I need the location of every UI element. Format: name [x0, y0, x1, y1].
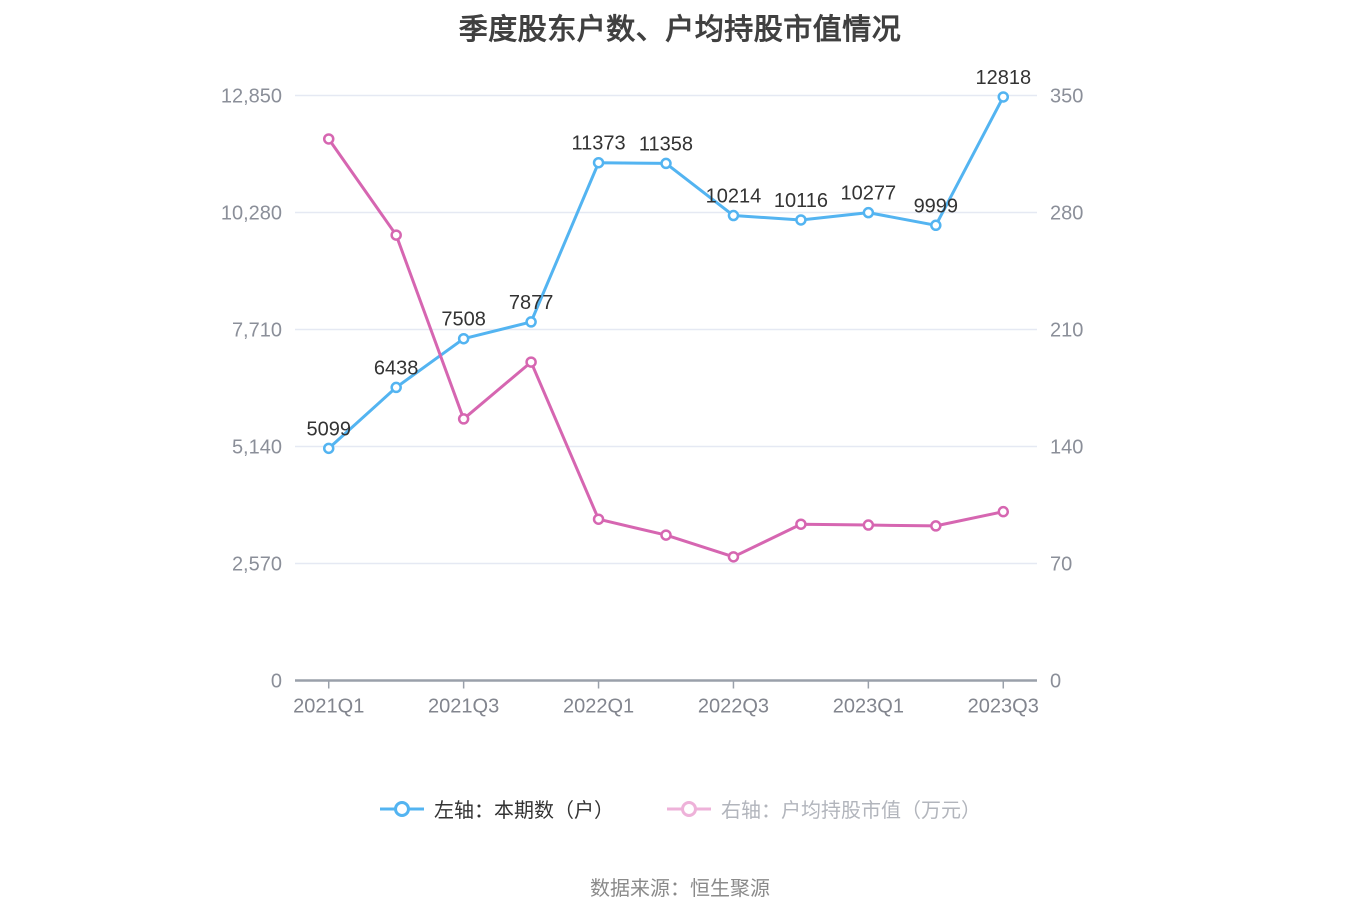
data-point-left-2021Q3[interactable] [457, 332, 470, 345]
x-axis-label: 2023Q1 [833, 696, 904, 718]
data-point-right-2023Q2[interactable] [930, 520, 942, 532]
line-chart[interactable]: 0 0 2,570 70 5,140 140 7,710 210 10,280 280 12,850… [0, 0, 1360, 760]
data-point-label: 5099 [306, 418, 351, 440]
y-axis-label-left: 12,850 [221, 86, 282, 108]
data-point-label: 11373 [571, 133, 625, 155]
y-axis-label-left: 5,140 [232, 437, 282, 459]
chart-title: 季度股东户数、户均持股市值情况 [458, 14, 902, 46]
legend-line-marker-icon [380, 800, 424, 817]
legend-line-marker-icon [667, 800, 711, 817]
chart-legend: 左轴：本期数（户） 右轴：户均持股市值（万元） [0, 794, 1360, 823]
data-point-label: 10116 [774, 190, 828, 212]
data-point-right-2022Q1[interactable] [592, 513, 605, 525]
x-axis-label: 2022Q3 [698, 696, 769, 718]
data-point-left-2021Q1[interactable] [322, 442, 335, 455]
data-point-right-2022Q4[interactable] [795, 518, 807, 530]
data-point-left-2021Q4[interactable] [525, 316, 537, 328]
data-point-left-2022Q4[interactable] [795, 214, 807, 226]
data-point-right-2021Q1[interactable] [322, 133, 335, 145]
data-source-text: 数据来源：恒生聚源 [590, 878, 770, 900]
y-axis-label-right: 350 [1050, 86, 1083, 108]
data-point-label: 7877 [509, 292, 554, 314]
data-point-label: 12818 [975, 67, 1031, 89]
legend-item-right-axis-series[interactable]: 右轴：户均持股市值（万元） [666, 794, 981, 823]
y-axis-label-left: 7,710 [232, 320, 282, 342]
data-point-right-2023Q1[interactable] [862, 519, 875, 531]
data-point-left-2021Q2[interactable] [390, 381, 402, 394]
data-point-right-2022Q2[interactable] [660, 529, 672, 541]
data-point-right-2023Q3[interactable] [997, 505, 1010, 518]
data-point-left-2023Q2[interactable] [930, 219, 942, 232]
legend-item-left-axis-series[interactable]: 左轴：本期数（户） [379, 794, 614, 823]
data-point-left-2022Q2[interactable] [660, 157, 672, 170]
y-axis-label-right: 140 [1050, 437, 1083, 459]
series-line-right-axis [327, 137, 1005, 559]
y-axis-label-left: 10,280 [221, 203, 282, 225]
y-axis-label-left: 2,570 [232, 554, 282, 576]
data-point-label: 10214 [706, 186, 762, 208]
y-axis-label-right: 280 [1050, 203, 1083, 225]
data-point-label: 7508 [441, 309, 486, 331]
data-point-right-2021Q3[interactable] [457, 413, 470, 425]
data-point-left-2023Q1[interactable] [862, 206, 875, 219]
data-point-left-2023Q3[interactable] [997, 91, 1010, 103]
y-axis-label-right: 70 [1050, 554, 1072, 576]
x-axis-label: 2021Q3 [428, 696, 499, 718]
data-point-right-2022Q3[interactable] [727, 551, 740, 563]
legend-label-left-axis: 左轴：本期数（户） [434, 800, 614, 822]
x-axis-label: 2021Q1 [293, 696, 364, 718]
x-axis-label: 2023Q3 [968, 696, 1039, 718]
y-axis-label-left: 0 [271, 671, 282, 693]
legend-label-right-axis: 右轴：户均持股市值（万元） [721, 800, 981, 822]
x-axis-label: 2022Q1 [563, 696, 634, 718]
data-point-right-2021Q2[interactable] [390, 229, 402, 241]
data-point-left-2022Q3[interactable] [727, 209, 740, 222]
data-point-left-2022Q1[interactable] [592, 156, 605, 169]
data-point-label: 9999 [914, 195, 959, 217]
y-axis-label-right: 0 [1050, 671, 1061, 693]
data-point-label: 6438 [374, 357, 419, 379]
data-point-right-2021Q4[interactable] [525, 356, 537, 368]
y-axis-label-right: 210 [1050, 320, 1083, 342]
data-point-label: 10277 [841, 183, 897, 205]
data-point-label: 11358 [639, 133, 693, 155]
